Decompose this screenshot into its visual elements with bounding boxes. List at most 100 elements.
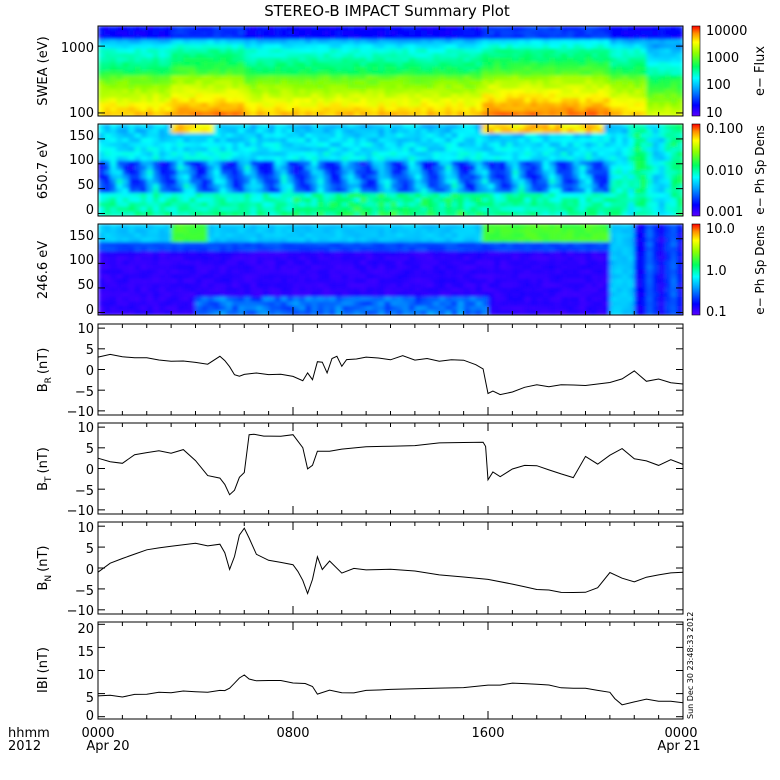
swea-cell bbox=[573, 98, 580, 104]
pa650-cell bbox=[317, 197, 325, 203]
pa650-cell bbox=[469, 174, 477, 180]
pa246-cell bbox=[353, 251, 361, 257]
swea-cell bbox=[439, 48, 446, 54]
swea-cell bbox=[475, 44, 483, 50]
pa650-cell bbox=[128, 156, 136, 162]
pa246-cell bbox=[353, 269, 361, 275]
swea-cell bbox=[122, 66, 130, 72]
pa650-cell bbox=[104, 128, 111, 134]
swea-cell bbox=[597, 66, 605, 72]
pa650-cell bbox=[555, 197, 562, 203]
pa246-cell bbox=[390, 260, 398, 266]
pa650-cell bbox=[232, 156, 239, 162]
pa246-cell bbox=[366, 233, 373, 239]
swea-cell bbox=[372, 80, 379, 86]
pa246-cell bbox=[512, 264, 520, 271]
swea-cell bbox=[506, 39, 513, 45]
pa650-cell bbox=[615, 124, 623, 130]
pa650-cell bbox=[555, 206, 562, 212]
swea-cell bbox=[536, 48, 544, 54]
pa246-cell bbox=[396, 251, 404, 257]
pa650-cell bbox=[116, 193, 123, 199]
pa246-cell bbox=[189, 228, 197, 234]
pa650-cell bbox=[134, 174, 142, 180]
swea-cell bbox=[579, 102, 587, 108]
pa650-cell bbox=[207, 183, 215, 189]
swea-cell bbox=[329, 39, 337, 45]
pa246-cell bbox=[116, 274, 123, 280]
swea-cell bbox=[335, 35, 343, 41]
swea-cell bbox=[445, 39, 453, 45]
pa650-cell bbox=[146, 128, 154, 134]
pa246-cell bbox=[274, 246, 282, 252]
swea-cell bbox=[286, 66, 294, 72]
swea-cell bbox=[585, 35, 593, 41]
swea-cell bbox=[579, 35, 587, 41]
swea-cell bbox=[579, 71, 587, 77]
pa246-cell bbox=[110, 264, 117, 271]
pa650-cell bbox=[286, 197, 294, 203]
pa650-cell bbox=[561, 211, 568, 216]
swea-cell bbox=[658, 102, 666, 108]
pa246-cell bbox=[104, 269, 111, 275]
pa650-cell bbox=[274, 197, 282, 203]
swea-cell bbox=[402, 84, 410, 90]
pa650-cell bbox=[591, 142, 599, 148]
pa650-cell bbox=[390, 137, 398, 143]
pa650-cell bbox=[488, 211, 495, 216]
pa650-cell bbox=[195, 211, 203, 216]
swea-cell bbox=[676, 30, 683, 36]
pa650-cell bbox=[250, 170, 258, 176]
pa650-cell bbox=[256, 188, 264, 194]
pa650-cell bbox=[311, 151, 318, 157]
pa246-cell bbox=[225, 269, 233, 275]
pa650-cell bbox=[293, 170, 300, 176]
pa650-cell bbox=[451, 147, 459, 153]
pa650-cell bbox=[555, 202, 562, 208]
pa650-cell bbox=[500, 133, 507, 139]
swea-cell bbox=[347, 30, 355, 36]
pa246-cell bbox=[372, 264, 379, 271]
pa246-cell bbox=[329, 264, 337, 271]
pa650-cell bbox=[640, 211, 648, 216]
swea-cell bbox=[366, 26, 373, 32]
pa650-cell bbox=[201, 124, 209, 130]
pa246-cell bbox=[640, 224, 648, 230]
pa650-cell bbox=[640, 151, 648, 157]
pa650-cell bbox=[622, 147, 629, 153]
pa650-cell bbox=[201, 128, 209, 134]
swea-cell bbox=[366, 30, 373, 36]
pa650-cell bbox=[329, 206, 337, 212]
swea-cell bbox=[286, 48, 294, 54]
swea-cell bbox=[280, 62, 288, 68]
pa246-cell bbox=[128, 274, 136, 280]
pa246-cell bbox=[110, 224, 117, 230]
pa246-cell bbox=[609, 224, 617, 230]
swea-cell bbox=[189, 107, 197, 113]
pa650-cell bbox=[299, 160, 306, 166]
swea-cell bbox=[548, 57, 556, 63]
pa650-cell bbox=[152, 160, 160, 166]
pa650-cell bbox=[165, 151, 172, 157]
pa246-cell bbox=[335, 224, 343, 230]
pa650-cell bbox=[408, 202, 416, 208]
pa650-cell bbox=[548, 156, 556, 162]
pa650-cell bbox=[561, 179, 568, 185]
pa650-cell bbox=[622, 170, 629, 176]
pa650-cell bbox=[567, 156, 574, 162]
swea-cell bbox=[183, 26, 190, 32]
pa246-cell bbox=[676, 246, 683, 252]
pa246-cell bbox=[268, 255, 276, 261]
swea-cell bbox=[555, 75, 562, 81]
pa650-cell bbox=[329, 142, 337, 148]
pa650-cell bbox=[128, 133, 136, 139]
pa246-cell bbox=[189, 237, 197, 243]
pa246-cell bbox=[152, 260, 160, 266]
pa650-cell bbox=[177, 188, 184, 194]
pa246-cell bbox=[427, 269, 434, 275]
swea-cell bbox=[104, 93, 111, 99]
pa650-cell bbox=[262, 193, 270, 199]
pa650-cell bbox=[165, 170, 172, 176]
swea-cell bbox=[347, 71, 355, 77]
pa650-cell bbox=[634, 197, 641, 203]
